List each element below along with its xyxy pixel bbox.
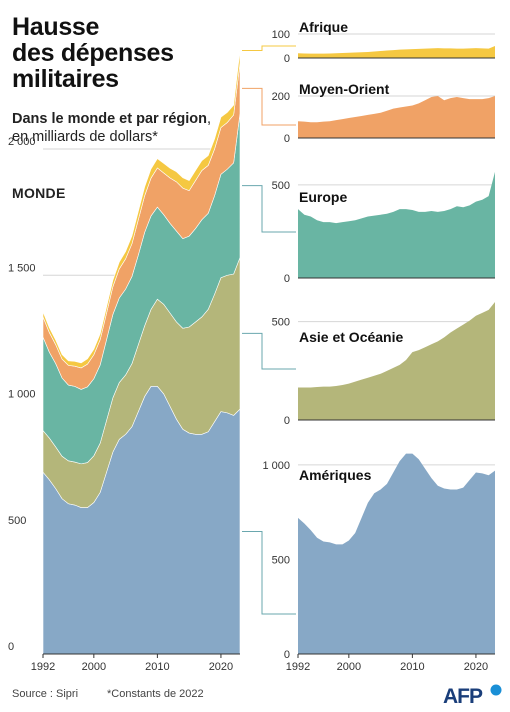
panel-y-tick-label-ameriques: 1 000: [262, 460, 290, 472]
world-x-tick-label: 2020: [209, 661, 233, 673]
world-panel-label: MONDE: [12, 185, 66, 201]
panel-y-tick-label-asie: 0: [284, 415, 290, 427]
connector-asie: [242, 332, 296, 370]
world-y-tick-label: 500: [8, 515, 26, 527]
panel-title-asie: Asie et Océanie: [299, 329, 403, 345]
world-x-tick-label: 2010: [145, 661, 169, 673]
panel-y-tick-label-ameriques: 0: [284, 649, 290, 661]
world-y-tick-label: 2 000: [8, 136, 36, 148]
title-line-3: militaires: [12, 65, 119, 93]
afp-logo: AFP: [443, 684, 502, 707]
panel-title-moyen_orient: Moyen-Orient: [299, 81, 390, 97]
panel-y-tick-label-europe: 0: [284, 273, 290, 285]
panel-y-tick-label-europe: 500: [272, 180, 290, 192]
afp-logo-dot: [490, 684, 502, 696]
panel-y-tick-label-asie: 500: [272, 317, 290, 329]
world-y-tick-label: 0: [8, 641, 14, 653]
connector-afrique: [242, 45, 296, 52]
world-x-tick-label: 1992: [31, 661, 55, 673]
panel-title-afrique: Afrique: [299, 19, 348, 35]
panel-title-ameriques: Amériques: [299, 467, 372, 483]
panel-area-ameriques: [298, 453, 495, 654]
subtitle-comma: ,: [207, 111, 212, 127]
chart-subtitle: Dans le monde et par région, en milliard…: [12, 110, 211, 146]
panel-y-tick-label-moyen_orient: 200: [272, 91, 290, 103]
world-y-tick-label: 1 500: [8, 262, 36, 274]
footnote: *Constants de 2022: [107, 688, 204, 700]
panel-x-tick-label: 2000: [337, 661, 361, 673]
chart-title: Hausse des dépenses militaires: [12, 14, 174, 92]
source-note: Source : Sipri: [12, 688, 79, 700]
title-line-1: Hausse: [12, 13, 100, 41]
panel-x-tick-label: 1992: [286, 661, 310, 673]
panel-y-tick-label-afrique: 0: [284, 53, 290, 65]
panel-y-tick-label-afrique: 100: [272, 29, 290, 41]
world-area-afrique: [42, 50, 241, 369]
panel-area-moyen_orient: [298, 96, 495, 138]
title-line-2: des dépenses: [12, 39, 174, 67]
connector-europe: [242, 185, 296, 233]
panel-x-tick-label: 2020: [464, 661, 488, 673]
subtitle-line-2: en milliards de dollars*: [12, 129, 158, 145]
panel-area-europe: [298, 171, 495, 278]
connector-moyen_orient: [242, 87, 296, 126]
panel-y-tick-label-moyen_orient: 0: [284, 133, 290, 145]
connector-ameriques: [242, 531, 296, 615]
panel-x-tick-label: 2010: [400, 661, 424, 673]
world-x-tick-label: 2000: [82, 661, 106, 673]
panel-title-europe: Europe: [299, 189, 347, 205]
subtitle-line-1: Dans le monde et par région: [12, 111, 207, 127]
panel-y-tick-label-ameriques: 500: [272, 554, 290, 566]
afp-logo-text: AFP: [443, 685, 483, 707]
panel-area-afrique: [298, 46, 495, 58]
panel-area-asie: [298, 302, 495, 420]
world-y-tick-label: 1 000: [8, 389, 36, 401]
